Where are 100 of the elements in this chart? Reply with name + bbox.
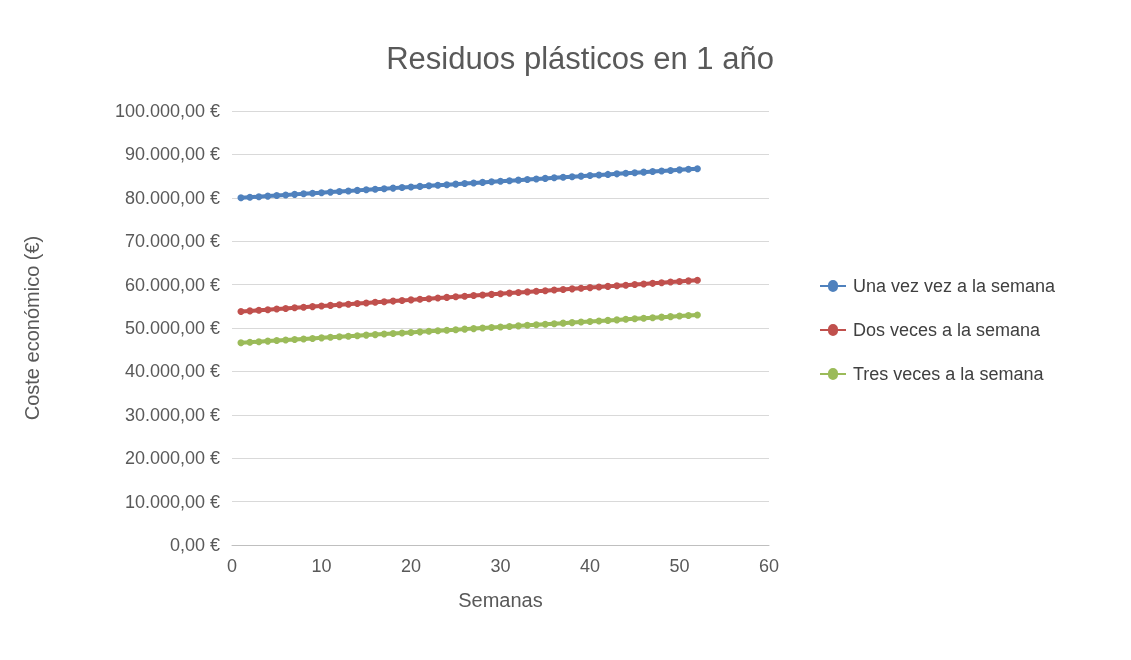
point xyxy=(631,315,639,323)
point xyxy=(461,292,469,300)
point xyxy=(371,298,379,306)
point xyxy=(318,334,325,342)
point xyxy=(613,170,621,178)
point xyxy=(631,281,639,289)
point xyxy=(309,189,317,197)
point xyxy=(425,182,433,190)
point xyxy=(264,192,272,200)
point xyxy=(273,337,281,345)
point xyxy=(550,320,558,328)
point xyxy=(631,169,639,177)
point xyxy=(541,287,549,295)
point xyxy=(488,178,496,186)
point xyxy=(246,193,254,201)
point xyxy=(649,279,657,287)
point xyxy=(523,321,531,329)
point xyxy=(667,313,675,321)
point xyxy=(505,289,513,297)
point xyxy=(318,302,325,310)
point xyxy=(282,336,290,344)
point xyxy=(362,186,370,194)
point xyxy=(407,328,415,336)
point xyxy=(541,320,549,328)
y-tick-label: 100.000,00 € xyxy=(114,101,220,121)
point xyxy=(300,335,308,343)
point xyxy=(443,181,451,189)
point xyxy=(622,315,630,323)
point xyxy=(577,284,585,292)
point xyxy=(362,331,370,339)
point xyxy=(505,177,513,185)
point xyxy=(300,303,308,311)
x-tick-label: 10 xyxy=(311,556,332,576)
point xyxy=(353,300,361,308)
y-tick-label: 0,00 € xyxy=(169,535,220,555)
point xyxy=(640,280,648,288)
point xyxy=(335,188,343,196)
point xyxy=(586,318,594,326)
point xyxy=(380,298,388,306)
point xyxy=(684,312,692,320)
point xyxy=(488,290,496,298)
legend-label: Dos veces a la semana xyxy=(853,320,1042,340)
point xyxy=(344,332,352,340)
point xyxy=(676,166,683,174)
point xyxy=(452,180,460,188)
y-tick-label: 80.000,00 € xyxy=(124,187,220,208)
point xyxy=(586,284,594,292)
point xyxy=(416,295,424,303)
point xyxy=(461,180,469,188)
y-tick-label: 50.000,00 € xyxy=(124,318,220,338)
point xyxy=(693,165,701,173)
point xyxy=(658,313,666,321)
point xyxy=(470,292,478,300)
legend-label: Una vez vez a la semana xyxy=(853,276,1057,296)
y-axis-title: Coste económico (€) xyxy=(21,235,43,421)
y-tick-label: 90.000,00 € xyxy=(124,144,220,165)
point xyxy=(604,316,612,324)
point xyxy=(479,324,487,332)
point xyxy=(604,282,612,290)
x-tick-label: 60 xyxy=(758,556,780,576)
point xyxy=(309,334,317,342)
point xyxy=(550,174,558,182)
point xyxy=(291,304,299,312)
point xyxy=(532,175,540,183)
point xyxy=(470,179,478,187)
point xyxy=(353,332,361,340)
point xyxy=(559,319,567,327)
y-tick-label: 60.000,00 € xyxy=(124,274,220,295)
point xyxy=(344,300,352,308)
x-tick-label: 30 xyxy=(490,556,511,576)
point xyxy=(273,305,281,313)
y-tick-label: 30.000,00 € xyxy=(124,404,220,425)
point xyxy=(389,184,397,192)
point xyxy=(523,288,531,296)
point xyxy=(550,286,558,294)
point xyxy=(667,278,675,286)
point xyxy=(255,338,263,346)
point xyxy=(497,323,504,331)
point xyxy=(335,333,343,341)
x-axis-title: Semanas xyxy=(458,589,543,611)
point xyxy=(658,167,666,175)
point xyxy=(541,174,549,182)
point xyxy=(676,277,683,285)
point xyxy=(667,166,675,174)
point xyxy=(613,316,621,324)
x-tick-label: 40 xyxy=(579,556,601,576)
point xyxy=(649,314,657,322)
chart-title: Residuos plásticos en 1 año xyxy=(386,41,774,76)
point xyxy=(434,181,442,189)
point xyxy=(523,176,531,184)
point xyxy=(318,189,325,197)
point xyxy=(300,190,308,198)
point xyxy=(246,338,254,346)
point xyxy=(237,308,245,316)
point xyxy=(514,176,522,184)
point xyxy=(684,165,692,173)
x-tick-label: 0 xyxy=(226,556,238,576)
point xyxy=(461,325,469,333)
point xyxy=(353,186,361,194)
point xyxy=(514,322,522,330)
